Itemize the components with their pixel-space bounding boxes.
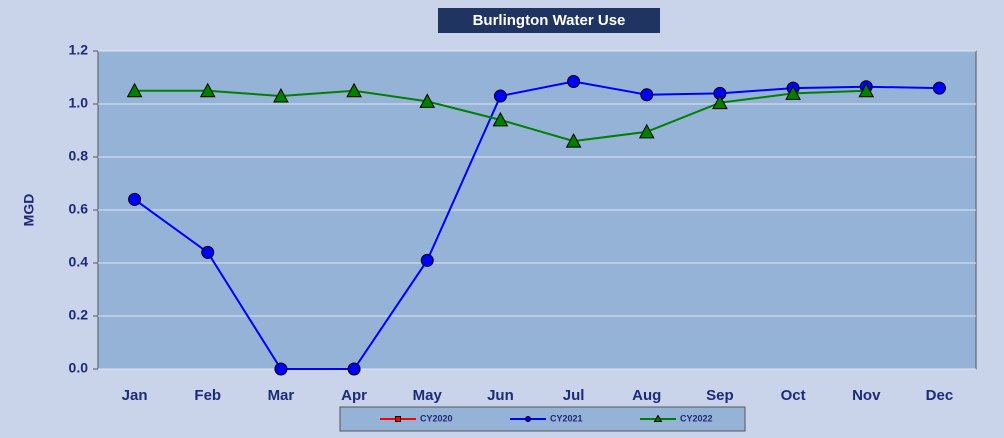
data-point [640,88,654,102]
data-point [126,82,143,98]
y-tick-label: 0.6 [69,201,89,217]
data-point [858,82,875,98]
x-tick-label: Sep [706,387,734,404]
data-point [419,93,436,108]
x-tick-label: Jun [487,387,514,404]
data-point [932,81,946,95]
data-point [274,362,288,376]
x-tick-label: Jul [563,387,585,404]
y-tick-label: 0.0 [69,360,89,376]
x-tick-label: Jan [122,387,148,404]
x-tick-label: Apr [341,387,367,404]
y-tick-label: 0.8 [69,148,89,164]
y-tick-label: 0.2 [69,307,89,323]
legend-label: CY2021 [550,413,583,423]
x-tick-label: Mar [268,387,295,404]
legend-marker [525,416,531,422]
legend-label: CY2020 [420,413,453,423]
series-line [133,80,940,370]
data-point [565,133,582,148]
y-axis-label: MGD [21,194,37,227]
chart-title: Burlington Water Use [473,12,626,29]
legend-label: CY2022 [680,413,713,423]
data-point [638,123,655,139]
x-tick-label: Feb [194,387,221,404]
y-tick-label: 0.4 [69,254,89,270]
data-point [199,82,216,98]
data-point [712,94,728,110]
data-point [128,192,142,206]
x-tick-label: Oct [781,387,806,404]
x-tick-label: Dec [926,387,954,404]
data-point [346,82,362,98]
x-tick-label: Aug [632,387,661,404]
legend-marker [653,414,663,422]
x-tick-label: Nov [852,387,881,404]
y-tick-label: 1.2 [69,42,89,58]
y-tick-label: 1.0 [69,95,89,111]
data-point [492,111,509,127]
title-box [438,8,660,33]
data-point [420,253,434,267]
data-point [493,89,507,103]
x-tick-label: May [413,387,443,404]
data-point [785,85,801,100]
data-point [567,74,581,88]
data-point [201,245,215,259]
legend-marker [395,416,401,422]
data-point [273,87,289,103]
data-point [347,362,361,376]
